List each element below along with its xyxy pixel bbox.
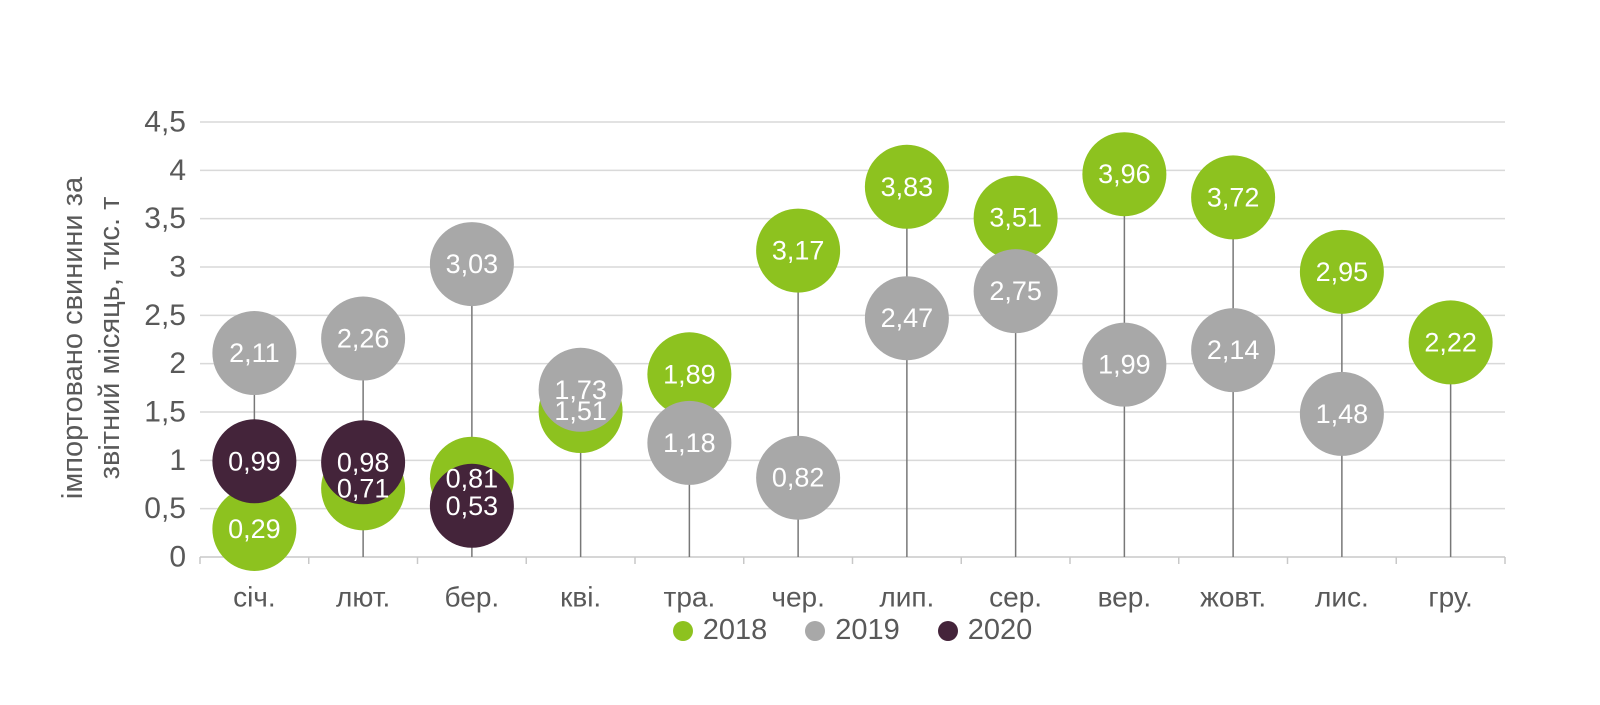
data-point-2018	[1299, 229, 1384, 314]
data-point-label-2018: 3,17	[772, 236, 825, 266]
month-label: жовт.	[1200, 582, 1266, 613]
data-point-label-2019: 2,11	[229, 338, 280, 368]
month-label: сер.	[989, 582, 1042, 613]
legend-item-2019: 2019	[805, 616, 900, 645]
y-tick-label: 0,5	[144, 492, 186, 525]
data-point-2019	[1299, 371, 1384, 456]
month-label: тра.	[664, 582, 716, 613]
month-label: лис.	[1315, 582, 1369, 613]
month-label: гру.	[1428, 582, 1472, 613]
data-point-labels: 0,29 0,71 0,81 1,51 1,89 3,17 3,83 3,51 3,96 3,72…	[228, 159, 1477, 544]
legend-label: 2018	[702, 614, 768, 646]
data-point-label-2019: 1,99	[1098, 350, 1151, 380]
data-point-label-2020: 0,99	[228, 446, 281, 476]
data-point-2018	[212, 486, 297, 571]
data-point-label-2019: 2,14	[1207, 335, 1260, 365]
data-point-label-2019: 3,03	[446, 249, 499, 279]
data-point-label-2018: 3,51	[989, 203, 1042, 233]
data-point-2019	[647, 400, 732, 485]
data-point-label-2020: 0,53	[446, 491, 499, 521]
data-point-2018	[647, 332, 732, 417]
data-point-2019	[212, 311, 297, 396]
data-point-2018	[756, 208, 841, 293]
month-label: бер.	[445, 582, 500, 613]
data-point-label-2019: 2,75	[989, 276, 1042, 306]
data-point-2018	[1408, 300, 1493, 385]
data-point-2019	[321, 296, 406, 381]
data-point-label-2018: 1,89	[663, 359, 716, 389]
y-tick-label: 0	[169, 541, 186, 574]
data-point-label-2019: 2,26	[337, 324, 390, 354]
y-tick-label: 3	[169, 251, 186, 284]
month-label: вер.	[1098, 582, 1151, 613]
data-point-2018	[1191, 155, 1276, 240]
y-tick-label: 4	[169, 154, 186, 187]
data-point-2019	[864, 276, 949, 361]
data-point-label-2019: 1,48	[1316, 399, 1369, 429]
month-label: лип.	[879, 582, 934, 613]
data-point-2020	[429, 463, 514, 548]
data-point-2020	[321, 420, 406, 505]
data-point-2019	[429, 222, 514, 307]
y-tick-label: 1,5	[144, 396, 186, 429]
legend-dot-2019	[805, 620, 826, 641]
y-tick-label: 1	[169, 444, 186, 477]
data-point-label-2019: 2,47	[881, 303, 934, 333]
data-point-label-2018: 0,71	[337, 473, 390, 503]
gridlines	[200, 121, 1505, 558]
data-points	[212, 132, 1493, 571]
legend-dot-2018	[672, 620, 693, 641]
data-point-2019	[1082, 322, 1167, 407]
y-tick-label: 2	[169, 347, 186, 380]
data-point-label-2020: 0,98	[337, 447, 390, 477]
data-point-label-2018: 3,83	[881, 172, 934, 202]
data-point-label-2018: 2,22	[1424, 327, 1477, 357]
data-point-2018	[864, 144, 949, 229]
legend-label: 2019	[835, 614, 900, 646]
x-axis	[199, 557, 1506, 564]
month-label: січ.	[233, 582, 276, 613]
legend-dot-2020	[937, 620, 958, 641]
y-tick-label: 4,5	[144, 106, 186, 139]
month-label: лют.	[336, 582, 390, 613]
y-axis-title-line-1: імпортовано свинини за	[57, 176, 89, 499]
legend-label: 2020	[967, 614, 1033, 646]
data-point-label-2018: 3,72	[1207, 182, 1260, 212]
data-point-label-2018: 0,29	[228, 514, 281, 544]
data-point-2019	[1191, 308, 1276, 393]
data-point-2020	[212, 419, 297, 504]
data-point-2019	[973, 249, 1058, 334]
pork-imports-lollipop-chart: 0 0,5 1 1,5 2 2,5 3 3,5 4 4,5 імпортовано свинини…	[57, 106, 1506, 613]
y-tick-label: 3,5	[144, 202, 186, 235]
data-point-2019	[538, 347, 623, 432]
data-point-label-2018: 3,96	[1098, 159, 1151, 189]
legend-item-2018: 2018	[672, 614, 768, 646]
y-axis-title-line-2: звітний місяць, тис. т	[94, 197, 126, 480]
x-axis-tick-labels: січ. лют. бер. кві. тра. чер. лип. сер. вер. жовт…	[233, 582, 1473, 613]
data-point-label-2019: 1,18	[663, 428, 716, 458]
data-point-label-2018: 2,95	[1316, 257, 1369, 287]
data-point-label-2019: 1,73	[554, 375, 607, 405]
month-label: кві.	[560, 582, 601, 613]
month-label: чер.	[771, 582, 825, 613]
legend-item-2020: 2020	[937, 614, 1033, 646]
data-point-2018	[1082, 132, 1167, 217]
y-tick-label: 2,5	[144, 299, 186, 332]
data-point-2019	[756, 435, 841, 520]
data-point-label-2018: 1,51	[554, 396, 607, 426]
data-point-2018	[973, 175, 1058, 260]
legend: 2018 2019 2020	[200, 616, 1505, 645]
data-point-label-2019: 0,82	[772, 463, 825, 493]
y-axis-tick-labels: 0 0,5 1 1,5 2 2,5 3 3,5 4 4,5	[144, 106, 186, 574]
data-point-label-2018: 0,81	[446, 464, 499, 494]
